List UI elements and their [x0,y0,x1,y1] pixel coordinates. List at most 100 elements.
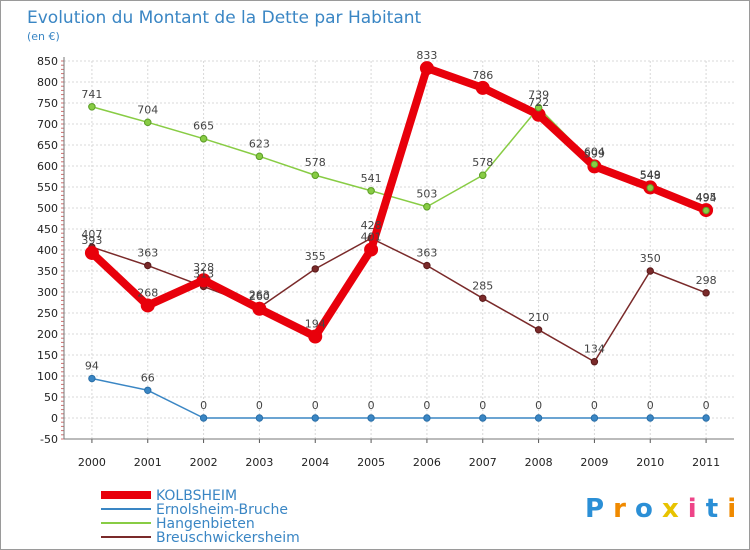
data-label: 704 [137,103,158,116]
data-label: 66 [141,371,155,384]
chart-title: Evolution du Montant de la Dette par Hab… [27,8,422,28]
data-point [479,414,487,422]
data-point [311,265,319,273]
data-labels: 94 66 0 0 0 0 0 0 0 0 0 0 407 363 313 263 355 428 363 285 21… [81,49,716,412]
data-label: 549 [640,168,661,181]
data-label: 0 [591,399,598,412]
x-tick-label: 2002 [190,456,218,469]
y-tick-label: 550 [37,181,58,194]
y-tick-label: 50 [44,391,58,404]
grid [64,60,734,440]
y-tick-label: 450 [37,223,58,236]
x-tick-label: 2000 [78,456,106,469]
data-label: 578 [305,156,326,169]
data-label: 604 [584,145,605,158]
y-tick-label: 800 [37,76,58,89]
y-tick-label: 650 [37,139,58,152]
y-tick-label: 200 [37,328,58,341]
data-point [423,261,431,270]
data-label: 833 [416,49,437,62]
legend-label: KOLBSHEIM [156,488,237,504]
y-tick-label: 0 [51,412,58,425]
data-point [311,414,319,422]
data-point [419,61,434,76]
data-point [534,326,543,334]
data-label: 363 [137,247,158,260]
data-point [475,80,490,95]
y-tick-label: 250 [37,307,58,320]
data-point [702,206,710,215]
y-tick-label: 400 [37,244,58,257]
data-point [590,358,599,366]
series-line [87,64,711,341]
logo-letter: x [662,494,679,524]
x-tick-label: 2004 [301,456,329,469]
series-line [91,377,707,419]
data-label: 298 [696,274,717,287]
data-label: 263 [249,289,270,302]
data-point [255,152,264,161]
legend-label: Hangenbieten [156,516,255,532]
data-point [702,289,710,297]
x-tick-label: 2005 [357,456,385,469]
data-label: 260 [249,290,270,303]
data-point [308,329,323,344]
data-label: 495 [696,191,717,204]
axes: -50 0 50 100 150 200 250 300 350 400 450 500 550 600 6… [37,55,734,469]
data-point [199,135,208,143]
data-point [88,374,96,383]
data-label: 599 [584,147,605,160]
data-point [479,294,487,302]
data-point [311,171,319,179]
data-label: 313 [193,268,214,281]
y-tick-label: -50 [40,433,58,446]
data-point [88,103,96,111]
data-point [479,171,487,179]
data-point [702,414,710,422]
data-label: 134 [584,343,605,356]
x-tick-label: 2006 [413,456,441,469]
data-point [646,184,654,192]
data-point [84,245,99,260]
logo-letter: P [585,494,604,524]
logo-letter: i [727,494,736,524]
data-label: 665 [193,120,214,133]
data-point [255,414,264,422]
data-label: 739 [528,89,549,102]
data-label: 0 [703,399,710,412]
data-label: 194 [305,318,326,331]
data-label: 741 [81,88,102,101]
data-point [646,414,654,422]
data-label: 623 [249,137,270,150]
data-label: 0 [423,399,430,412]
data-point [590,160,599,169]
data-label: 0 [200,399,207,412]
y-tick-label: 300 [37,286,58,299]
y-tick-label: 350 [37,265,58,278]
data-label: 541 [361,172,382,185]
data-point [423,203,431,211]
data-label: 0 [535,399,542,412]
data-label: 210 [528,311,549,324]
data-label: 0 [479,399,486,412]
data-label: 548 [640,169,661,182]
legend: KOLBSHEIMErnolsheim-BrucheHangenbietenBr… [101,488,300,546]
y-tick-label: 500 [37,202,58,215]
data-point [534,414,543,422]
data-label: 363 [416,247,437,260]
x-tick-label: 2008 [525,456,553,469]
data-label: 0 [312,399,319,412]
data-point [252,301,267,316]
y-tick-label: 850 [37,55,58,68]
data-point [140,298,155,313]
logo-letter: o [635,494,653,524]
x-tick-label: 2003 [245,456,273,469]
y-tick-label: 100 [37,370,58,383]
y-tick-label: 600 [37,160,58,173]
y-tick-label: 150 [37,349,58,362]
data-label: 407 [81,228,102,241]
data-label: 0 [368,399,375,412]
y-tick-label: 700 [37,118,58,131]
data-label: 578 [472,156,493,169]
